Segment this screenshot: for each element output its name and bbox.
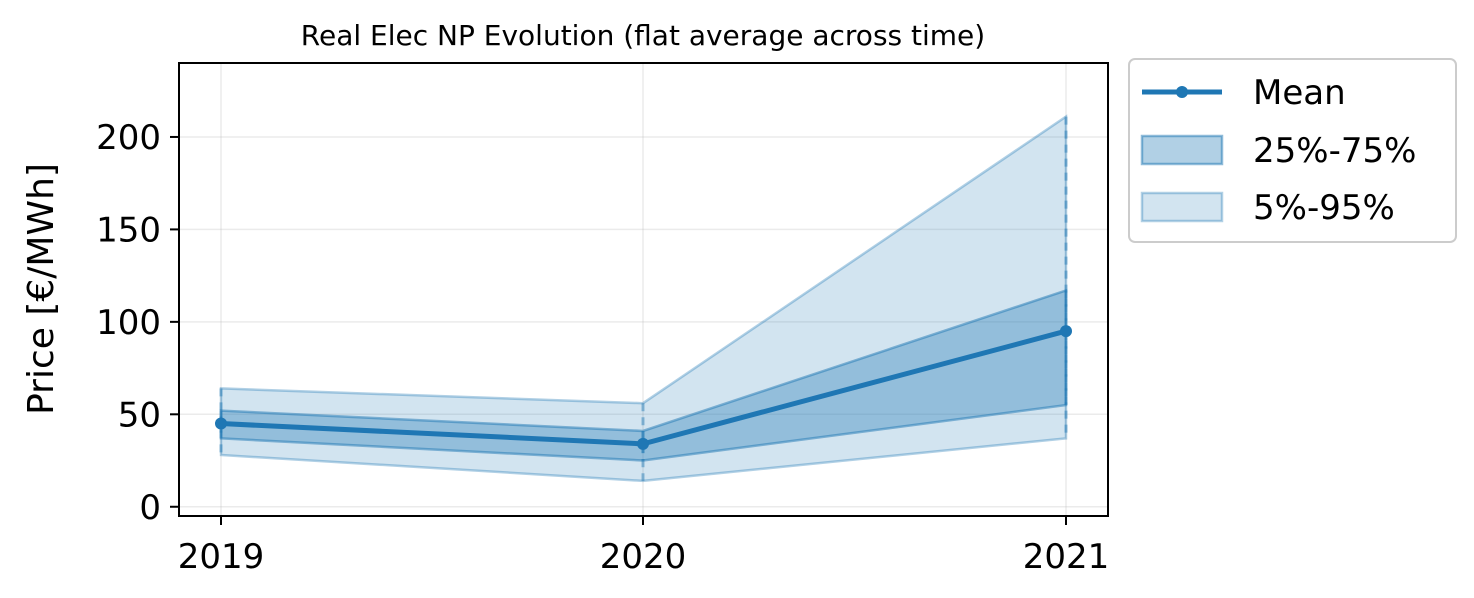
y-tick-label: 0: [139, 488, 161, 528]
band-25%-75%: [219, 288, 1068, 462]
legend-label: Mean: [1253, 73, 1346, 113]
legend-swatch-band: [1140, 191, 1224, 223]
legend: Mean 25%-75% 5%-95%: [1128, 58, 1457, 243]
y-tick-label: 200: [96, 118, 161, 158]
x-tick-label: 2019: [178, 537, 265, 577]
y-axis: 0 50 100 150 200: [96, 118, 179, 528]
series: [215, 325, 1072, 450]
y-tick-label: 150: [96, 210, 161, 250]
legend-label: 25%-75%: [1253, 131, 1416, 171]
x-axis: 2019 2020 2021: [178, 516, 1110, 577]
legend-swatch-band: [1140, 134, 1224, 166]
legend-frame: [1128, 58, 1457, 243]
data-point: [1060, 325, 1072, 338]
legend-label: 5%-95%: [1253, 188, 1395, 228]
legend-marker: [1176, 86, 1188, 98]
x-tick-label: 2021: [1023, 537, 1110, 577]
chart-title: Real Elec NP Evolution (flat average acr…: [301, 19, 985, 52]
y-tick-label: 100: [96, 303, 161, 343]
data-point: [215, 417, 227, 430]
y-tick-label: 50: [118, 395, 161, 435]
data-point: [637, 437, 649, 450]
x-tick-label: 2020: [600, 537, 687, 577]
grid: [179, 63, 1108, 516]
y-axis-label: Price [€/MWh]: [21, 163, 62, 415]
